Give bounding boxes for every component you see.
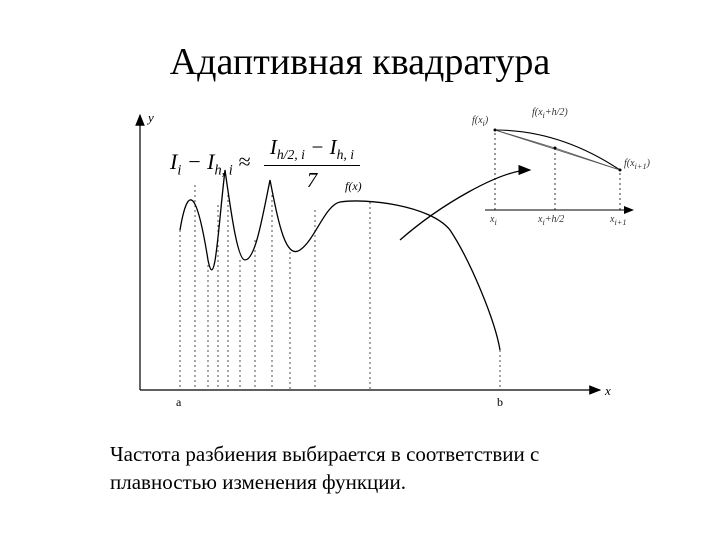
fx-label: f(x) bbox=[345, 179, 362, 193]
inset-pt-fxi bbox=[494, 129, 497, 132]
inset-label-fmid: f(xi+h/2) bbox=[532, 107, 568, 120]
inset-pt-fxi1 bbox=[619, 169, 622, 172]
inset-plot bbox=[485, 129, 633, 211]
inset-label-xmid: xi+h/2 bbox=[538, 214, 564, 227]
page-title: Адаптивная квадратура bbox=[0, 40, 720, 84]
inset-label-xi: xi bbox=[490, 214, 497, 227]
inset-label-fxi: f(xi) bbox=[472, 115, 488, 128]
y-axis-label: y bbox=[146, 110, 154, 125]
inset-label-xi1: xi+1 bbox=[610, 214, 627, 227]
callout-arrow bbox=[400, 170, 530, 240]
inset-label-fxi1: f(xi+1) bbox=[624, 158, 650, 171]
caption: Частота разбиения выбирается в соответст… bbox=[110, 440, 630, 497]
plot-area: y x a b f(x) bbox=[100, 110, 640, 420]
a-label: a bbox=[176, 395, 182, 409]
inset-pt-fmid bbox=[554, 147, 557, 150]
plot-svg: y x a b f(x) bbox=[100, 110, 640, 420]
x-axis-label: x bbox=[604, 383, 611, 398]
b-label: b bbox=[497, 395, 503, 409]
partition-lines bbox=[180, 185, 500, 390]
